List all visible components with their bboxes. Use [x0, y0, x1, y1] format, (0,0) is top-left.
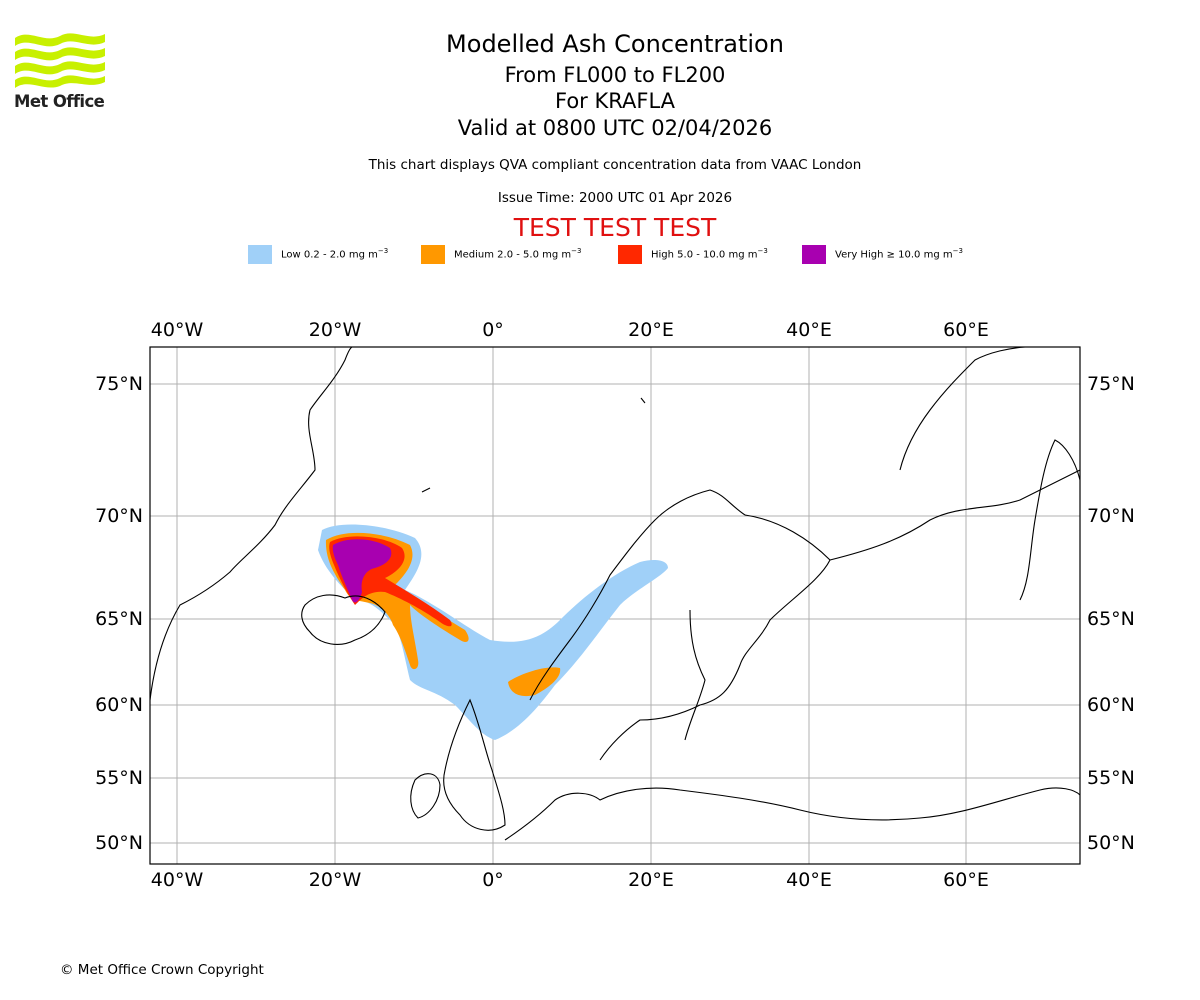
- met-office-waves-icon: [15, 33, 105, 88]
- legend-item-low: Low 0.2 - 2.0 mg m−3: [248, 244, 388, 264]
- lat-label-left-50n: 50°N: [95, 832, 143, 854]
- map-graticule: [150, 347, 1080, 864]
- ash-plume: [318, 524, 668, 740]
- legend-swatch-high: [618, 244, 642, 264]
- lat-label-right-60n: 60°N: [1087, 694, 1135, 716]
- lat-label-left-70n: 70°N: [95, 505, 143, 527]
- coast-continent: [504, 787, 1080, 841]
- legend-label-very-high: Very High ≥ 10.0 mg m: [835, 249, 953, 261]
- lon-label-bottom-40e: 40°E: [786, 869, 832, 891]
- map-frame: [149, 346, 1081, 865]
- coast-jan-mayen: [421, 487, 431, 493]
- lon-label-top-20w: 20°W: [309, 319, 362, 341]
- lat-label-left-60n: 60°N: [95, 694, 143, 716]
- lon-label-bottom-20w: 20°W: [309, 869, 362, 891]
- chart-title: Modelled Ash Concentration: [446, 30, 784, 58]
- coast-ireland: [410, 773, 441, 819]
- flight-level-range: From FL000 to FL200: [504, 63, 726, 87]
- legend-label-medium: Medium 2.0 - 5.0 mg m: [454, 249, 572, 261]
- legend-unit-exp-high: −3: [757, 247, 768, 256]
- lon-label-top-40e: 40°E: [786, 319, 832, 341]
- legend-item-medium: Medium 2.0 - 5.0 mg m−3: [421, 244, 581, 264]
- lon-label-bottom-60e: 60°E: [943, 869, 989, 891]
- lon-label-top-0: 0°: [482, 319, 504, 341]
- lon-label-top-40w: 40°W: [151, 319, 204, 341]
- lat-label-right-75n: 75°N: [1087, 373, 1135, 395]
- coast-novaya-zemlya: [1019, 439, 1080, 601]
- lat-label-right-70n: 70°N: [1087, 505, 1135, 527]
- coast-greenland: [150, 347, 353, 701]
- concentration-legend: Low 0.2 - 2.0 mg m−3 Medium 2.0 - 5.0 mg…: [0, 244, 1200, 266]
- ash-area-low: [318, 524, 668, 740]
- lon-label-top-60e: 60°E: [943, 319, 989, 341]
- coast-norway: [529, 489, 746, 701]
- lat-label-right-65n: 65°N: [1087, 608, 1135, 630]
- coast-svalbard: [899, 347, 1026, 471]
- lat-label-right-50n: 50°N: [1087, 832, 1135, 854]
- legend-unit-exp-very-high: −3: [952, 247, 963, 256]
- coast-russia-north: [829, 469, 1080, 561]
- coastlines: [150, 347, 1080, 841]
- lat-label-left-75n: 75°N: [95, 373, 143, 395]
- coast-bear-island: [640, 397, 646, 404]
- coast-baltic: [684, 609, 706, 741]
- lat-label-right-55n: 55°N: [1087, 767, 1135, 789]
- logo-wordmark: Met Office: [14, 92, 105, 111]
- valid-time: Valid at 0800 UTC 02/04/2026: [457, 116, 773, 140]
- volcano-name: For KRAFLA: [555, 89, 675, 113]
- legend-label-low: Low 0.2 - 2.0 mg m: [281, 249, 378, 261]
- ash-area-very-high: [332, 539, 392, 603]
- coast-scandinavia-east: [599, 514, 831, 761]
- lon-label-bottom-20e: 20°E: [628, 869, 674, 891]
- legend-swatch-low: [248, 244, 272, 264]
- legend-unit-exp-medium: −3: [571, 247, 582, 256]
- legend-swatch-very-high: [802, 244, 826, 264]
- legend-item-very-high: Very High ≥ 10.0 mg m−3: [802, 244, 963, 264]
- lon-label-top-20e: 20°E: [628, 319, 674, 341]
- copyright-notice: © Met Office Crown Copyright: [60, 962, 264, 978]
- met-office-logo: Met Office: [14, 30, 109, 111]
- test-banner: TEST TEST TEST: [513, 213, 717, 242]
- lon-label-bottom-0: 0°: [482, 869, 504, 891]
- ash-map: 40°W 20°W 0° 20°E 40°E 60°E 40°W 20°W 0°…: [95, 319, 1135, 891]
- legend-unit-exp-low: −3: [377, 247, 389, 256]
- coast-britain: [443, 698, 506, 831]
- lat-label-left-55n: 55°N: [95, 767, 143, 789]
- qva-note: This chart displays QVA compliant concen…: [368, 157, 862, 173]
- legend-label-high: High 5.0 - 10.0 mg m: [651, 249, 758, 261]
- legend-swatch-medium: [421, 244, 445, 264]
- legend-item-high: High 5.0 - 10.0 mg m−3: [618, 244, 768, 264]
- lat-label-left-65n: 65°N: [95, 608, 143, 630]
- lon-label-bottom-40w: 40°W: [151, 869, 204, 891]
- issue-time: Issue Time: 2000 UTC 01 Apr 2026: [497, 190, 733, 206]
- coast-iceland: [301, 594, 386, 645]
